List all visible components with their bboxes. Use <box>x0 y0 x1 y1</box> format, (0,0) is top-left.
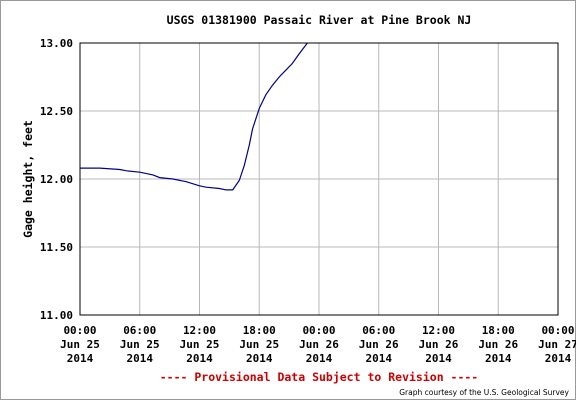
x-tick-label: Jun 26 <box>359 338 399 351</box>
chart-title: USGS 01381900 Passaic River at Pine Broo… <box>167 13 472 27</box>
series-line <box>80 42 308 191</box>
x-tick-label: 00:00 <box>63 324 96 337</box>
x-tick-label: 2014 <box>485 352 512 365</box>
x-tick-label: 12:00 <box>183 324 216 337</box>
x-tick-label: 2014 <box>246 352 273 365</box>
x-tick-label: 2014 <box>127 352 154 365</box>
y-tick-label: 12.50 <box>40 105 73 118</box>
x-tick-label: Jun 26 <box>419 338 459 351</box>
x-tick-label: 2014 <box>186 352 213 365</box>
x-tick-label: 2014 <box>366 352 393 365</box>
usgs-credit: Graph courtesy of the U.S. Geological Su… <box>399 388 569 397</box>
x-tick-label: 06:00 <box>123 324 156 337</box>
x-tick-label: 18:00 <box>482 324 515 337</box>
x-tick-label: 12:00 <box>422 324 455 337</box>
x-tick-label: 00:00 <box>541 324 574 337</box>
x-tick-label: 2014 <box>306 352 333 365</box>
x-tick-label: 06:00 <box>362 324 395 337</box>
x-tick-label: 2014 <box>545 352 572 365</box>
x-tick-label: Jun 25 <box>239 338 279 351</box>
y-tick-label: 12.00 <box>40 173 73 186</box>
y-tick-label: 11.00 <box>40 309 73 322</box>
x-tick-label: Jun 25 <box>180 338 220 351</box>
y-axis-label: Gage height, feet <box>21 120 35 238</box>
x-tick-label: 00:00 <box>302 324 335 337</box>
y-tick-label: 11.50 <box>40 241 73 254</box>
plot-area-border <box>79 42 559 316</box>
x-tick-label: Jun 26 <box>299 338 339 351</box>
y-tick-label: 13.00 <box>40 37 73 50</box>
series-area <box>80 42 308 191</box>
grid <box>79 42 559 316</box>
provisional-notice: ---- Provisional Data Subject to Revisio… <box>160 370 479 384</box>
x-tick-label: Jun 25 <box>120 338 160 351</box>
x-tick-label: 18:00 <box>243 324 276 337</box>
x-tick-label: Jun 25 <box>60 338 100 351</box>
y-tick-labels: 13.00 12.50 12.00 11.50 11.00 <box>40 37 73 322</box>
x-tick-label: Jun 27 <box>538 338 576 351</box>
x-tick-label: 2014 <box>425 352 452 365</box>
x-tick-label: Jun 26 <box>478 338 518 351</box>
x-tick-label: 2014 <box>67 352 94 365</box>
